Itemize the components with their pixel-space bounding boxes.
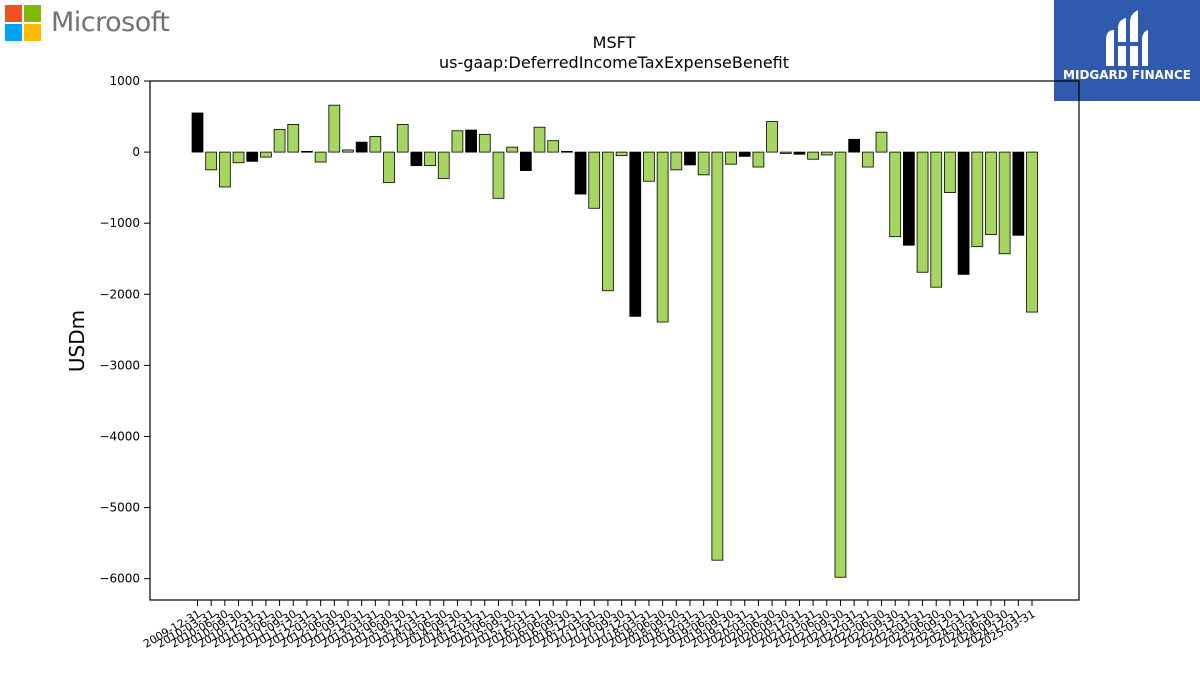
- bar-2017-06-30: [602, 151, 614, 292]
- bar-2010-12-31: [246, 151, 259, 162]
- bar-2012-09-30: [342, 149, 354, 153]
- y-tick-label: 1000: [109, 74, 140, 88]
- ms-square-red: [5, 5, 22, 22]
- midgard-logo-text: MIDGARD FINANCE: [1063, 68, 1191, 82]
- y-tick-label: −4000: [99, 429, 140, 443]
- bar-2015-06-30: [492, 151, 505, 199]
- bar-2013-09-30: [396, 123, 409, 153]
- bar-2014-03-31: [424, 151, 436, 167]
- bar-2018-06-30: [656, 151, 669, 323]
- plot-frame: [149, 80, 1080, 601]
- bar-2016-06-30: [547, 140, 560, 153]
- bar-2010-09-30: [232, 151, 245, 164]
- bar-2025-03-31: [1026, 151, 1038, 313]
- bar-2011-12-31: [301, 150, 313, 153]
- bar-2011-03-31: [260, 151, 272, 158]
- midgard-mark-icon: [1106, 10, 1148, 66]
- y-tick-label: −6000: [99, 572, 140, 586]
- bar-2021-12-31: [848, 138, 861, 153]
- bars-group: [191, 104, 1038, 578]
- ms-square-blue: [5, 24, 22, 41]
- bar-2016-09-30: [561, 150, 573, 153]
- y-tick-label: −5000: [99, 501, 140, 515]
- bar-2018-09-30: [670, 151, 683, 171]
- bar-2011-06-30: [273, 128, 286, 153]
- bar-2016-03-31: [533, 126, 546, 153]
- bar-2022-06-30: [875, 131, 888, 153]
- bar-2024-09-30: [998, 151, 1011, 255]
- ms-square-yellow: [24, 24, 41, 41]
- bar-2019-06-30: [711, 151, 724, 561]
- bar-2017-12-31: [629, 151, 642, 317]
- bar-2015-12-31: [519, 151, 532, 171]
- y-axis-label: USDm: [65, 310, 89, 372]
- bar-2012-03-31: [314, 151, 327, 163]
- bar-2010-03-31: [205, 151, 218, 171]
- bar-2018-03-31: [643, 151, 655, 182]
- bar-2023-12-31: [957, 151, 970, 275]
- bar-2019-12-31: [738, 151, 751, 157]
- bar-2019-03-31: [697, 151, 710, 176]
- bar-2013-12-31: [410, 151, 423, 167]
- y-tick-label: −1000: [99, 216, 140, 230]
- bar-2012-06-30: [328, 104, 341, 153]
- bar-2017-03-31: [588, 151, 601, 209]
- bar-2019-09-30: [725, 151, 737, 165]
- bar-2016-12-31: [574, 151, 587, 195]
- bar-2021-09-30: [834, 151, 847, 578]
- bar-2014-12-31: [465, 129, 477, 153]
- bar-2024-03-31: [971, 151, 984, 248]
- bar-2014-06-30: [437, 151, 450, 179]
- bar-2023-06-30: [930, 151, 943, 288]
- y-tick-label: −3000: [99, 358, 140, 372]
- bar-2022-12-31: [903, 151, 915, 246]
- y-tick-label: −2000: [99, 287, 140, 301]
- bar-2013-03-31: [369, 136, 382, 153]
- bar-2013-06-30: [383, 151, 395, 184]
- y-tick-label: 0: [132, 145, 140, 159]
- bar-2022-03-31: [861, 151, 874, 168]
- bar-2021-03-31: [807, 151, 819, 160]
- midgard-finance-logo: MIDGARD FINANCE: [1054, 0, 1200, 101]
- microsoft-logo-text: Microsoft: [51, 7, 170, 38]
- bar-2023-09-30: [944, 151, 956, 194]
- bar-2014-09-30: [451, 130, 464, 153]
- bar-2020-09-30: [779, 151, 792, 154]
- bar-2010-06-30: [218, 151, 231, 188]
- bar-2024-12-31: [1012, 151, 1025, 236]
- bar-2024-06-30: [985, 151, 997, 235]
- bar-2020-06-30: [766, 121, 778, 153]
- bar-2022-09-30: [889, 151, 902, 238]
- bar-2017-09-30: [615, 151, 628, 157]
- bar-2015-09-30: [506, 146, 519, 153]
- bar-2020-03-31: [752, 151, 765, 168]
- x-ticks-group: 2009-12-312010-03-312010-06-302010-09-30…: [141, 600, 1038, 651]
- bar-2011-09-30: [287, 123, 300, 153]
- bar-2009-12-31: [191, 112, 204, 153]
- bar-2021-06-30: [820, 151, 833, 156]
- bar-2015-03-31: [478, 133, 491, 153]
- bar-2018-12-31: [684, 151, 696, 166]
- chart-subtitle: us-gaap:DeferredIncomeTaxExpenseBenefit: [439, 53, 789, 72]
- bar-2012-12-31: [355, 141, 368, 153]
- bar-2023-03-31: [916, 151, 929, 273]
- y-ticks-group: 1000 0 −1000 −2000 −3000 −4000 −5000 −6000: [99, 74, 150, 586]
- bar-2020-12-31: [793, 151, 806, 155]
- microsoft-logo: Microsoft: [5, 5, 185, 45]
- chart-title: MSFT: [593, 33, 636, 52]
- ms-square-green: [24, 5, 41, 22]
